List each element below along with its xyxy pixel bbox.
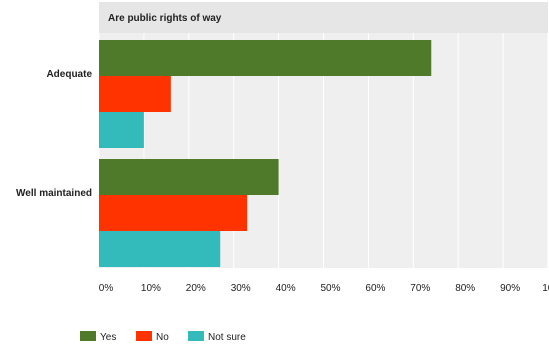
x-tick-label: 30%: [231, 283, 251, 294]
x-tick-label: 50%: [320, 283, 340, 294]
bar-not-sure: [99, 231, 221, 267]
chart-title: Are public rights of way: [108, 13, 222, 24]
bar-not-sure: [99, 112, 144, 148]
x-tick-label: 0%: [99, 283, 114, 294]
legend-swatch: [136, 331, 152, 341]
legend-swatch: [80, 331, 96, 341]
category-labels: Adequate Well maintained: [16, 69, 92, 199]
bar-no: [99, 195, 248, 231]
x-tick-label: 40%: [276, 283, 296, 294]
x-tick-label: 60%: [365, 283, 385, 294]
bars: [99, 40, 432, 267]
x-tick-label: 70%: [410, 283, 430, 294]
legend-swatch: [188, 331, 204, 341]
legend-label: No: [156, 332, 169, 343]
x-tick-label: 90%: [500, 283, 520, 294]
bar-no: [99, 76, 171, 112]
x-tick-label: 10%: [141, 283, 161, 294]
bar-yes: [99, 40, 432, 76]
legend-label: Not sure: [208, 332, 246, 343]
x-tick-label: 20%: [186, 283, 206, 294]
bar-yes: [99, 159, 279, 195]
x-tick-label: 80%: [455, 283, 475, 294]
legend: Yes No Not sure: [80, 331, 246, 343]
category-label: Well maintained: [16, 188, 92, 199]
x-axis-ticks: 0% 10% 20% 30% 40% 50% 60% 70% 80% 90% 100%: [99, 283, 549, 294]
title-band: [99, 2, 548, 33]
category-label: Adequate: [46, 69, 92, 80]
legend-label: Yes: [100, 332, 116, 343]
x-tick-label: 100%: [542, 283, 549, 294]
